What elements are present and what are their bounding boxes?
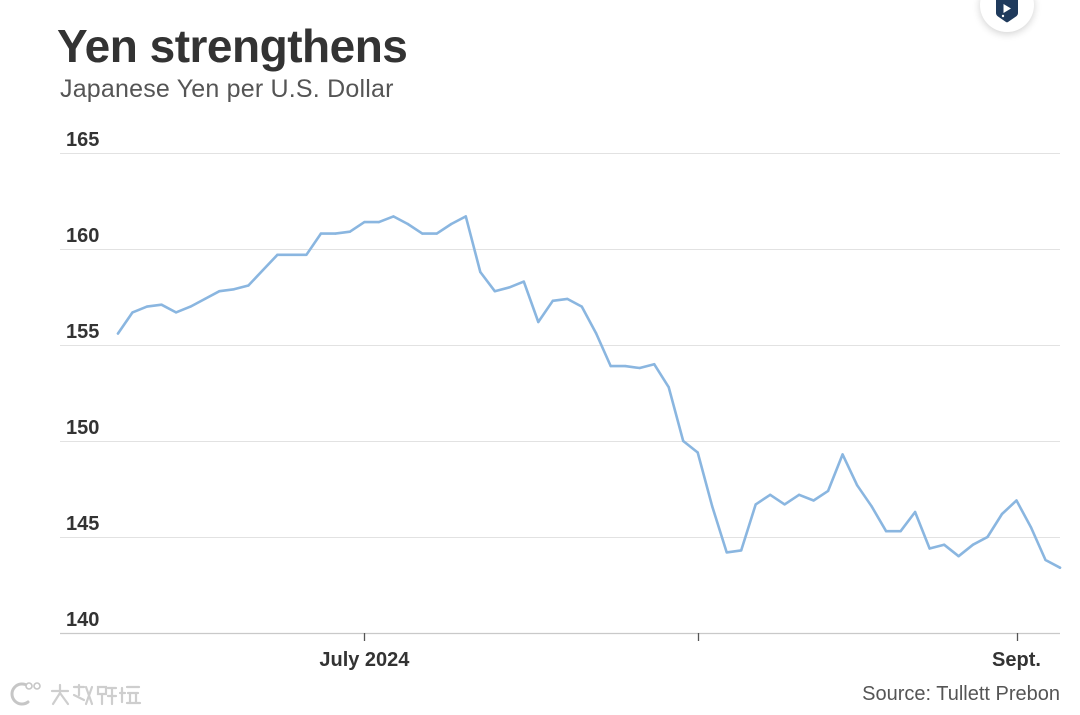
data-point [421, 232, 424, 235]
data-point [203, 297, 207, 301]
source-note: Source: Tullett Prebon [862, 683, 1060, 705]
y-tick-label: 165 [66, 129, 99, 151]
watermark-glyphs [50, 683, 142, 706]
y-tick-label: 145 [66, 513, 99, 535]
data-point [566, 297, 569, 301]
bookmark-play-icon [996, 0, 1018, 23]
data-point [261, 268, 265, 272]
data-point [218, 290, 221, 293]
data-point [682, 439, 685, 443]
data-point [696, 451, 699, 454]
series-line [116, 215, 1062, 570]
data-point [797, 493, 801, 496]
data-point [609, 364, 612, 368]
data-point [595, 332, 598, 335]
data-point [841, 453, 844, 456]
data-point [783, 503, 786, 506]
data-point [363, 220, 366, 224]
data-point [812, 499, 815, 502]
data-point [537, 320, 540, 324]
data-point [522, 280, 525, 283]
data-point [290, 253, 294, 256]
y-tick-label: 150 [66, 417, 99, 439]
data-point [334, 232, 337, 235]
data-point [305, 253, 308, 256]
data-point [725, 551, 728, 554]
chart-title: Yen strengthens [57, 20, 408, 72]
data-point [855, 484, 859, 487]
data-point [319, 232, 323, 235]
data-point [435, 232, 438, 235]
data-point [580, 305, 583, 308]
data-point [160, 303, 163, 306]
data-point [464, 215, 467, 218]
series [116, 215, 1062, 570]
data-point [392, 215, 395, 218]
data-point [174, 311, 178, 314]
data-point [740, 549, 743, 552]
data-point [1044, 558, 1047, 562]
data-point [406, 222, 409, 226]
data-point [145, 305, 149, 308]
data-point [986, 535, 989, 539]
data-point [493, 290, 496, 293]
data-point [971, 543, 975, 546]
data-point [551, 299, 554, 302]
y-axis-labels: 165 160 155 150 145 140 [66, 129, 99, 631]
data-point [913, 510, 917, 514]
data-point [276, 253, 279, 256]
data-point [884, 530, 888, 533]
data-point [667, 386, 670, 389]
data-point [928, 547, 931, 550]
data-point [1000, 512, 1004, 516]
y-tick-label: 140 [66, 609, 99, 631]
data-point [116, 332, 120, 335]
data-point [653, 363, 656, 366]
chart-subtitle: Japanese Yen per U.S. Dollar [60, 75, 394, 103]
data-point [1058, 566, 1062, 569]
data-point [450, 222, 453, 226]
gridlines [60, 153, 1060, 635]
y-tick-label: 160 [66, 225, 99, 247]
x-tick-label: July 2024 [319, 649, 410, 671]
data-point [1015, 499, 1018, 502]
data-point [942, 543, 946, 546]
data-point [232, 288, 236, 291]
x-axis: July 2024 Sept. [319, 633, 1041, 671]
data-point [957, 555, 960, 558]
data-point [508, 286, 511, 289]
data-point [769, 493, 772, 496]
x-tick-label: Sept. [992, 649, 1041, 671]
y-tick-label: 155 [66, 321, 99, 343]
data-point [624, 364, 627, 368]
data-point [377, 220, 381, 224]
data-point [638, 366, 641, 370]
data-point [479, 270, 482, 274]
data-point [1029, 526, 1033, 529]
watermark-logo [10, 682, 142, 706]
data-point [247, 284, 250, 287]
data-point [870, 505, 873, 508]
data-point [899, 530, 902, 533]
data-point [189, 305, 192, 308]
data-point [348, 230, 352, 233]
data-point [131, 311, 134, 314]
data-point [826, 489, 830, 493]
data-point [754, 503, 757, 506]
data-point [711, 505, 714, 508]
